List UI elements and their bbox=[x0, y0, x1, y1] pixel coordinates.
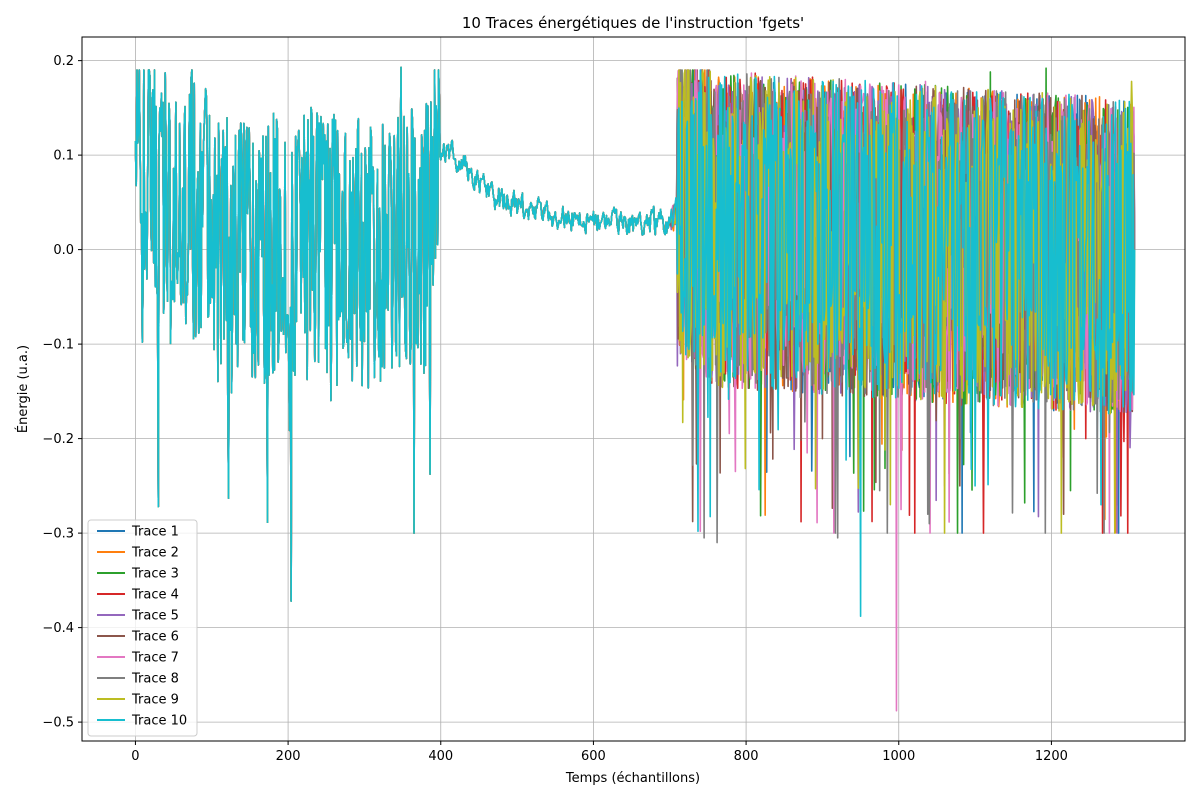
y-tick-label: −0.2 bbox=[42, 432, 74, 447]
x-tick-label: 0 bbox=[131, 749, 139, 764]
legend-items: Trace 1 Trace 2 Trace 3 Trace 4 Trace 5 Trace… bbox=[97, 525, 187, 729]
legend-label: Trace 3 bbox=[131, 567, 179, 582]
legend-label: Trace 4 bbox=[131, 588, 179, 603]
series-layer bbox=[134, 66, 1136, 712]
legend-label: Trace 8 bbox=[131, 672, 179, 687]
legend-label: Trace 6 bbox=[131, 630, 179, 645]
x-tick-label: 1000 bbox=[882, 749, 915, 764]
x-tick-label: 1200 bbox=[1035, 749, 1068, 764]
y-tick-label: −0.5 bbox=[42, 716, 74, 731]
x-tick-label: 800 bbox=[734, 749, 759, 764]
x-tick-label: 200 bbox=[276, 749, 301, 764]
x-tick-label: 400 bbox=[428, 749, 453, 764]
y-tick-label: −0.3 bbox=[42, 527, 74, 542]
legend-label: Trace 7 bbox=[131, 651, 179, 666]
legend-label: Trace 5 bbox=[131, 609, 179, 624]
y-tick-label: 0.1 bbox=[53, 149, 74, 164]
chart-title: 10 Traces énergétiques de l'instruction … bbox=[462, 14, 804, 32]
legend-label: Trace 2 bbox=[131, 546, 179, 561]
y-tick-label: 0.0 bbox=[53, 243, 74, 258]
plot-frame bbox=[81, 36, 1186, 742]
legend-label: Trace 9 bbox=[131, 693, 179, 708]
y-tick-label: 0.2 bbox=[53, 54, 74, 69]
y-tick-label: −0.1 bbox=[42, 338, 74, 353]
y-tick-label: −0.4 bbox=[42, 621, 74, 636]
y-axis: −0.5 −0.4 −0.3 −0.2 −0.1 0.0 0.1 0.2 bbox=[42, 54, 82, 731]
legend-label: Trace 10 bbox=[131, 714, 187, 729]
x-axis-label: Temps (échantillons) bbox=[565, 771, 700, 786]
series-line-10 bbox=[134, 66, 1136, 618]
y-axis-label: Énergie (u.a.) bbox=[15, 345, 31, 433]
x-axis: 0 200 400 600 800 1000 1200 bbox=[131, 741, 1068, 764]
legend: Trace 1 Trace 2 Trace 3 Trace 4 Trace 5 Trace… bbox=[87, 519, 198, 737]
legend-label: Trace 1 bbox=[131, 525, 179, 540]
x-tick-label: 600 bbox=[581, 749, 606, 764]
